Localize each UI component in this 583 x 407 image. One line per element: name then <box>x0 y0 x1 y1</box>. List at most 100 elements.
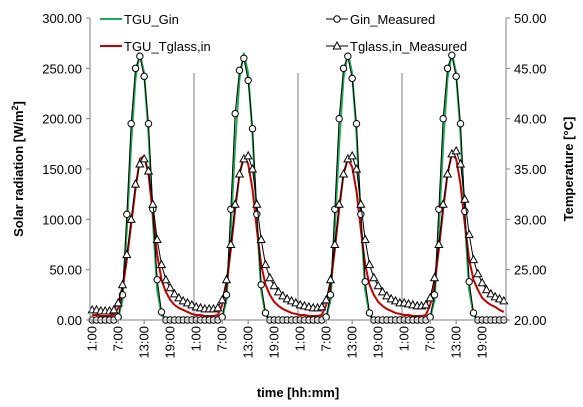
x-tick-label: 13:00 <box>137 326 152 359</box>
data-point-tglass-measured <box>477 277 487 287</box>
data-point-tglass-measured <box>438 199 448 208</box>
data-point-tglass-measured <box>113 297 123 307</box>
data-point-gin-measured <box>257 281 265 289</box>
data-point-gin-measured <box>361 278 369 286</box>
data-point-tglass-measured <box>148 199 158 208</box>
data-point-tglass-measured <box>373 280 383 290</box>
data-point-tglass-measured <box>165 282 175 292</box>
y-axis-title-left-tail: ] <box>11 101 26 105</box>
legend: TGU_Gin TGU_Tglass,in Gin_Measured Tglas… <box>100 12 467 54</box>
data-point-gin-measured <box>339 64 348 73</box>
data-point-tglass-measured <box>360 234 370 243</box>
data-point-tglass-measured <box>347 150 357 160</box>
data-point-tglass-measured <box>161 274 171 284</box>
data-point-tglass-measured <box>390 295 401 305</box>
data-point-tglass-measured <box>325 274 336 284</box>
data-point-tglass-measured <box>152 234 162 243</box>
data-point-tglass-measured <box>330 239 340 248</box>
data-point-tglass-measured <box>156 259 167 269</box>
data-point-gin-measured <box>443 64 452 73</box>
x-tick-label: 7:00 <box>215 326 230 351</box>
data-point-gin-measured <box>222 291 231 299</box>
data-point-tglass-measured <box>174 292 184 302</box>
y-tick-label-left: 300.00 <box>42 11 82 26</box>
data-point-tglass-measured <box>338 168 349 178</box>
legend-label-tgu-tglass: TGU_Tglass,in <box>124 39 211 54</box>
data-point-gin-measured <box>127 120 135 128</box>
right-ticks: 20.00 25.00 30.00 35.00 40.00 45.00 50.00 <box>506 11 547 328</box>
data-point-tglass-measured <box>481 284 492 294</box>
data-point-tglass-measured <box>247 163 258 173</box>
data-point-tglass-measured <box>334 199 344 208</box>
data-point-tglass-measured <box>278 290 288 300</box>
data-point-gin-measured <box>365 309 374 317</box>
data-point-gin-measured <box>469 309 478 317</box>
data-point-tglass-measured <box>468 254 479 264</box>
data-point-gin-measured <box>123 210 131 219</box>
y-axis-title-left: Solar radiation [W/m2] <box>10 101 26 237</box>
data-point-tglass-measured <box>243 150 253 160</box>
y-tick-label-left: 250.00 <box>42 61 82 76</box>
data-point-tglass-measured <box>217 294 227 304</box>
data-point-tglass-measured <box>429 272 440 282</box>
y-tick-label-left: 200.00 <box>42 112 82 127</box>
data-point-gin-measured <box>153 276 161 284</box>
data-point-tglass-measured <box>364 259 375 269</box>
data-point-gin-measured <box>344 52 352 60</box>
data-point-gin-measured <box>140 72 148 81</box>
data-point-tglass-measured <box>434 239 444 248</box>
data-point-tglass-measured <box>486 288 496 298</box>
data-point-tglass-measured <box>213 302 223 312</box>
data-point-tglass-measured <box>122 249 132 259</box>
x-tick-label: 13:00 <box>241 326 256 359</box>
data-point-tglass-measured <box>377 286 388 296</box>
legend-label-tglass-measured: Tglass,in_Measured <box>350 39 467 54</box>
y-axis-title-left-sup: 2 <box>10 105 20 110</box>
x-tick-label: 19:00 <box>475 326 490 359</box>
left-ticks: 0.00 50.00 100.00 150.00 200.00 250.00 300.00 <box>42 11 90 328</box>
data-point-gin-measured <box>114 313 122 321</box>
data-point-gin-measured <box>448 51 456 59</box>
x-tick-label: 1:00 <box>397 326 412 351</box>
data-point-tglass-measured <box>126 214 136 223</box>
y-tick-label-right: 30.00 <box>514 212 547 227</box>
x-tick-label: 19:00 <box>163 326 178 359</box>
x-tick-label: 7:00 <box>319 326 334 351</box>
data-point-gin-measured <box>253 210 261 219</box>
data-point-tglass-measured <box>143 165 154 175</box>
data-point-tglass-measured <box>356 199 366 208</box>
x-ticks: 1:00 7:00 13:00 19:00 1:00 7:00 13:00 19:00 1:00… <box>85 320 490 359</box>
data-point-tglass-measured <box>382 290 392 300</box>
x-tick-label: 7:00 <box>111 326 126 351</box>
data-point-gin-measured <box>357 210 365 219</box>
x-tick-label: 1:00 <box>293 326 308 351</box>
data-point-gin-measured <box>348 74 356 83</box>
data-point-tglass-measured <box>117 279 128 289</box>
data-point-tglass-measured <box>282 293 292 303</box>
y-tick-label-right: 45.00 <box>514 61 547 76</box>
data-point-tglass-measured <box>317 301 327 311</box>
y-tick-label-right: 25.00 <box>514 263 547 278</box>
data-point-gin-measured <box>235 66 244 75</box>
data-point-gin-measured <box>465 278 473 286</box>
x-tick-label: 19:00 <box>371 326 386 359</box>
data-point-tglass-measured <box>273 286 284 296</box>
x-tick-label: 1:00 <box>189 326 204 351</box>
data-point-gin-measured <box>322 313 330 321</box>
data-point-tglass-measured <box>269 280 279 290</box>
data-point-gin-measured <box>439 114 447 123</box>
legend-swatch-tglass-measured-marker <box>332 40 342 50</box>
y-tick-label-right: 20.00 <box>514 313 547 328</box>
x-tick-label: 19:00 <box>267 326 282 359</box>
data-point-tglass-measured <box>187 299 197 309</box>
y-axis-title-right: Temperature [°C] <box>561 117 576 222</box>
data-point-tglass-measured <box>178 295 188 305</box>
data-point-tglass-measured <box>369 272 379 282</box>
data-point-tglass-measured <box>256 234 266 243</box>
data-point-gin-measured <box>240 54 248 62</box>
y-tick-label-left: 50.00 <box>49 263 82 278</box>
y-tick-label-left: 150.00 <box>42 162 82 177</box>
data-point-tglass-measured <box>421 299 431 309</box>
data-point-tglass-measured <box>130 179 141 188</box>
